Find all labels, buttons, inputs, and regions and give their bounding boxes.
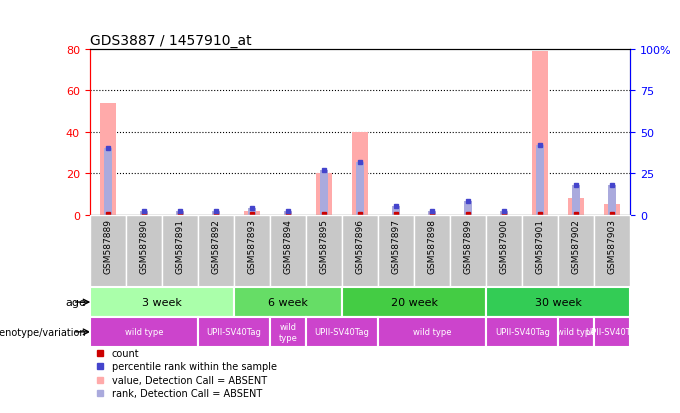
Text: GSM587889: GSM587889	[103, 219, 112, 274]
Bar	[140, 212, 148, 215]
Text: GSM587900: GSM587900	[500, 219, 509, 274]
Text: UPII-SV40Tag: UPII-SV40Tag	[495, 328, 549, 337]
Text: GSM587893: GSM587893	[248, 219, 256, 274]
Bar	[248, 209, 256, 215]
Text: UPII-SV40Tag: UPII-SV40Tag	[315, 328, 369, 337]
Bar	[605, 205, 620, 215]
Text: UPII-SV40Tag: UPII-SV40Tag	[207, 328, 261, 337]
Text: age: age	[65, 297, 86, 307]
Bar	[316, 174, 332, 215]
FancyBboxPatch shape	[450, 215, 486, 287]
FancyBboxPatch shape	[306, 215, 342, 287]
FancyBboxPatch shape	[90, 287, 234, 317]
Text: rank, Detection Call = ABSENT: rank, Detection Call = ABSENT	[112, 388, 262, 398]
Bar	[464, 202, 472, 215]
FancyBboxPatch shape	[414, 215, 450, 287]
FancyBboxPatch shape	[270, 215, 306, 287]
Text: GSM587892: GSM587892	[211, 219, 220, 273]
FancyBboxPatch shape	[594, 317, 630, 347]
Text: 3 week: 3 week	[142, 297, 182, 307]
FancyBboxPatch shape	[342, 215, 378, 287]
FancyBboxPatch shape	[234, 287, 342, 317]
FancyBboxPatch shape	[522, 215, 558, 287]
Text: GSM587895: GSM587895	[320, 219, 328, 274]
Bar	[212, 212, 220, 215]
FancyBboxPatch shape	[198, 215, 234, 287]
FancyBboxPatch shape	[594, 215, 630, 287]
Text: 30 week: 30 week	[535, 297, 581, 307]
Text: GSM587902: GSM587902	[572, 219, 581, 273]
Bar	[176, 212, 184, 215]
Text: GDS3887 / 1457910_at: GDS3887 / 1457910_at	[90, 33, 252, 47]
Bar	[532, 52, 548, 215]
FancyBboxPatch shape	[486, 287, 630, 317]
FancyBboxPatch shape	[198, 317, 270, 347]
Text: GSM587894: GSM587894	[284, 219, 292, 273]
FancyBboxPatch shape	[486, 215, 522, 287]
Bar	[356, 162, 364, 215]
Text: 6 week: 6 week	[268, 297, 308, 307]
Text: count: count	[112, 348, 139, 358]
Text: percentile rank within the sample: percentile rank within the sample	[112, 361, 277, 371]
Text: 20 week: 20 week	[390, 297, 438, 307]
Text: wild type: wild type	[124, 328, 163, 337]
Text: wild type: wild type	[413, 328, 452, 337]
Text: genotype/variation: genotype/variation	[0, 327, 86, 337]
Bar	[573, 185, 580, 215]
FancyBboxPatch shape	[234, 215, 270, 287]
Text: value, Detection Call = ABSENT: value, Detection Call = ABSENT	[112, 375, 267, 385]
Bar	[284, 212, 292, 215]
Text: GSM587898: GSM587898	[428, 219, 437, 274]
Text: GSM587903: GSM587903	[608, 219, 617, 274]
Text: GSM587890: GSM587890	[139, 219, 148, 274]
Text: GSM587897: GSM587897	[392, 219, 401, 274]
Text: wild type: wild type	[557, 328, 596, 337]
FancyBboxPatch shape	[486, 317, 558, 347]
Bar	[100, 104, 116, 215]
FancyBboxPatch shape	[90, 215, 126, 287]
FancyBboxPatch shape	[342, 287, 486, 317]
FancyBboxPatch shape	[90, 317, 198, 347]
FancyBboxPatch shape	[306, 317, 378, 347]
FancyBboxPatch shape	[558, 317, 594, 347]
FancyBboxPatch shape	[126, 215, 162, 287]
Text: GSM587901: GSM587901	[536, 219, 545, 274]
FancyBboxPatch shape	[162, 215, 198, 287]
Bar	[392, 207, 400, 215]
FancyBboxPatch shape	[558, 215, 594, 287]
Bar	[244, 211, 260, 215]
Text: GSM587891: GSM587891	[175, 219, 184, 274]
Text: wild
type: wild type	[279, 323, 297, 342]
Bar	[352, 133, 368, 215]
Bar	[568, 199, 584, 215]
Bar	[609, 185, 616, 215]
Bar	[428, 212, 436, 215]
FancyBboxPatch shape	[378, 317, 486, 347]
Bar	[537, 146, 544, 215]
Text: GSM587896: GSM587896	[356, 219, 364, 274]
FancyBboxPatch shape	[270, 317, 306, 347]
Bar	[500, 212, 508, 215]
Text: UPII-SV40Tag: UPII-SV40Tag	[585, 328, 640, 337]
Bar	[320, 171, 328, 215]
Bar	[104, 149, 112, 215]
Text: GSM587899: GSM587899	[464, 219, 473, 274]
FancyBboxPatch shape	[378, 215, 414, 287]
